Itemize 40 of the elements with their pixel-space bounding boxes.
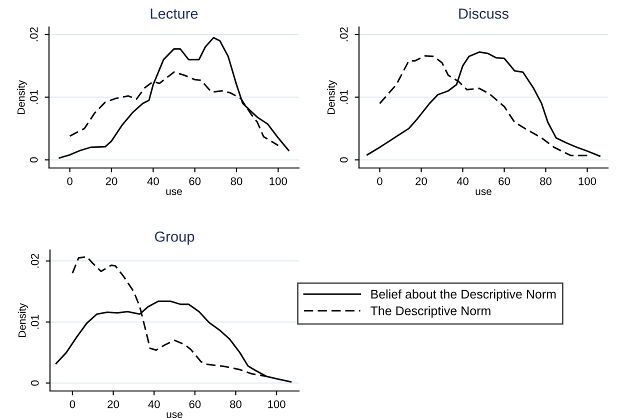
y-tick-label: 0 [30, 157, 38, 163]
legend-label: Belief about the Descriptive Norm [371, 289, 556, 302]
y-tick-label: .02 [30, 254, 39, 268]
x-tick-label: 100 [268, 400, 286, 408]
chart-title: Group [154, 231, 194, 245]
x-tick-label: 100 [578, 177, 596, 186]
x-tick-label: 80 [540, 177, 552, 186]
x-tick-label: 40 [148, 400, 160, 408]
y-tick-label: .01 [30, 314, 39, 329]
x-tick-label: 0 [67, 177, 72, 186]
x-tick-label: 20 [108, 400, 120, 408]
y-tick-label: .02 [30, 27, 38, 42]
y-axis-title: Density [327, 80, 337, 114]
y-tick-label: .01 [30, 90, 38, 104]
x-tick-label: 40 [456, 177, 468, 186]
x-tick-label: 80 [230, 400, 242, 408]
x-tick-label: 20 [106, 177, 118, 186]
x-tick-label: 60 [498, 177, 510, 186]
chart-title: Discuss [459, 8, 508, 19]
chart-title: Lecture [150, 8, 198, 19]
x-tick-label: 60 [189, 177, 201, 186]
x-tick-label: 80 [230, 177, 242, 186]
x-tick-label: 0 [70, 400, 76, 408]
legend-label: The Descriptive Norm [370, 306, 490, 318]
y-tick-label: 0 [30, 380, 39, 386]
x-tick-label: 60 [189, 400, 201, 408]
x-axis-title: use [166, 412, 182, 418]
line-series [69, 71, 279, 146]
x-axis-title: use [166, 189, 182, 196]
x-axis-title: use [476, 189, 492, 196]
y-axis-title: Density [18, 303, 28, 338]
x-tick-label: 100 [270, 177, 287, 186]
line-series [58, 36, 290, 159]
y-tick-label: .01 [340, 90, 348, 104]
x-tick-label: 20 [416, 177, 427, 186]
x-tick-label: 40 [147, 177, 159, 186]
y-tick-label: .02 [340, 27, 348, 42]
y-tick-label: 0 [340, 157, 348, 163]
y-axis-title: Density [17, 80, 27, 114]
x-tick-label: 0 [377, 177, 382, 186]
